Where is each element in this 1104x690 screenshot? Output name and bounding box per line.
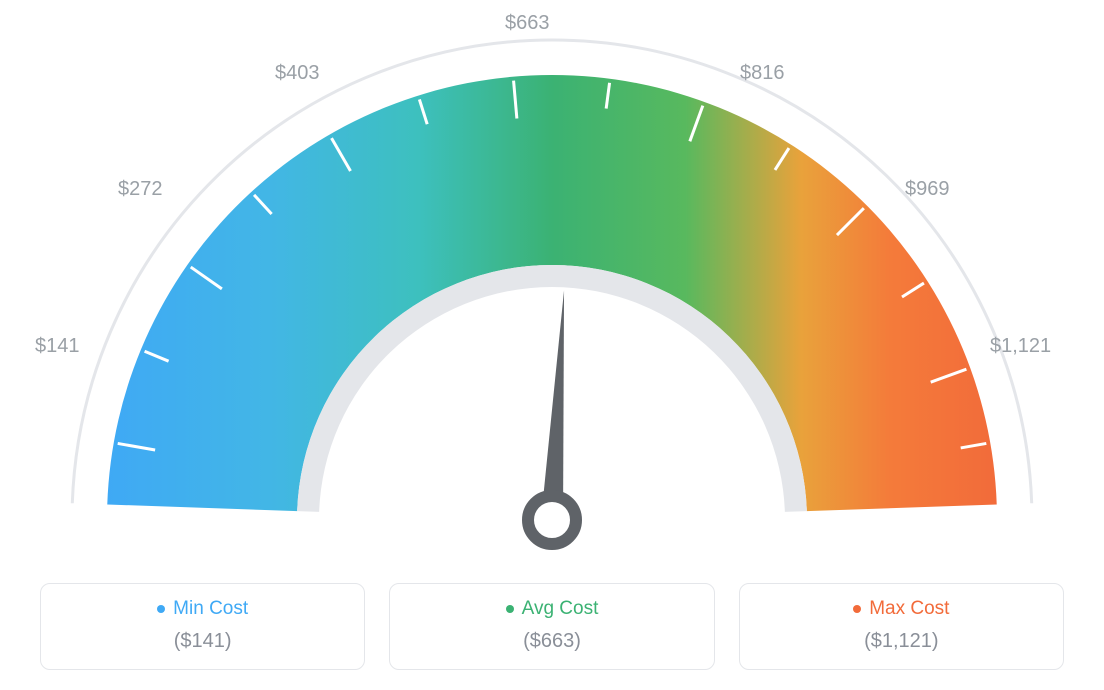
gauge-svg — [0, 0, 1104, 570]
gauge-scale-label: $816 — [740, 62, 785, 85]
gauge-scale-label: $403 — [275, 62, 320, 85]
legend-card-max: Max Cost ($1,121) — [739, 583, 1064, 670]
legend-min-header: Min Cost — [157, 598, 248, 620]
legend-min-label: Min Cost — [173, 598, 248, 620]
legend-dot-avg — [506, 605, 514, 613]
legend-max-label: Max Cost — [869, 598, 949, 620]
gauge-chart: $141 $272 $403 $663 $816 $969 $1,121 — [0, 0, 1104, 570]
legend-avg-label: Avg Cost — [522, 598, 599, 620]
legend-dot-max — [853, 605, 861, 613]
legend-card-min: Min Cost ($141) — [40, 583, 365, 670]
legend-min-value: ($141) — [174, 630, 232, 653]
gauge-scale-label: $141 — [35, 335, 80, 358]
legend-dot-min — [157, 605, 165, 613]
legend-max-header: Max Cost — [853, 598, 949, 620]
legend-max-value: ($1,121) — [864, 630, 939, 653]
legend-card-avg: Avg Cost ($663) — [389, 583, 714, 670]
legend-avg-header: Avg Cost — [506, 598, 599, 620]
gauge-scale-label: $969 — [905, 178, 950, 201]
gauge-scale-label: $1,121 — [990, 335, 1051, 358]
gauge-scale-label: $272 — [118, 178, 163, 201]
legend-avg-value: ($663) — [523, 630, 581, 653]
legend-row: Min Cost ($141) Avg Cost ($663) Max Cost… — [40, 583, 1064, 670]
gauge-scale-label: $663 — [505, 12, 550, 35]
